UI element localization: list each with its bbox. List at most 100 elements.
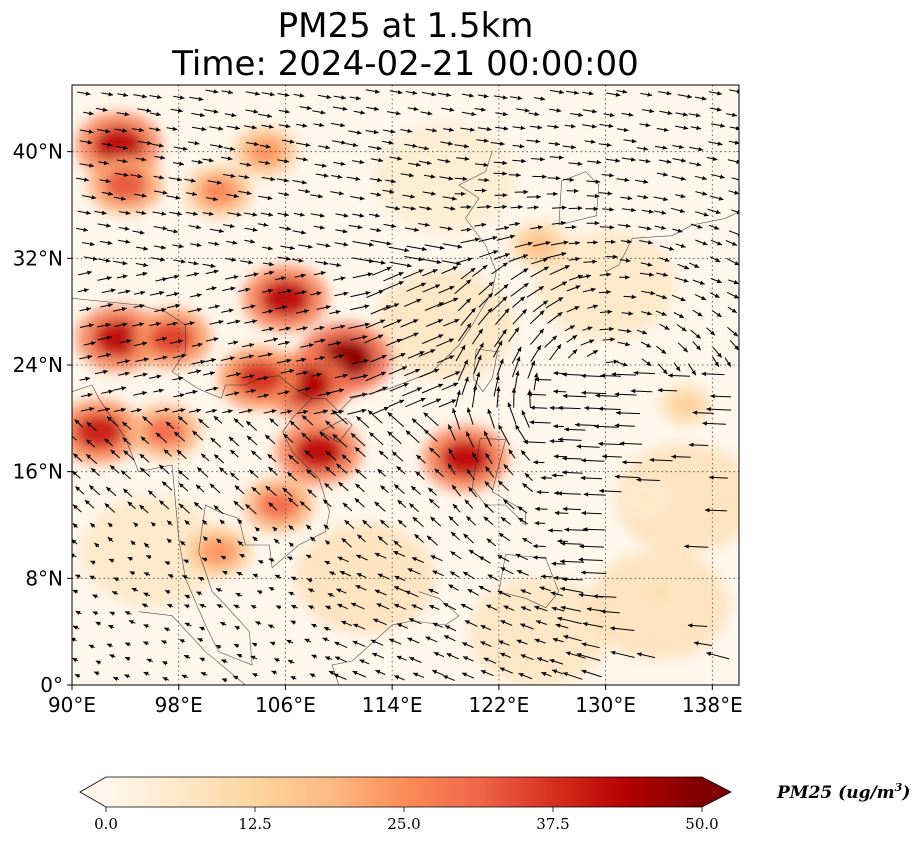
wind-arrow-head <box>247 408 253 413</box>
wind-arrow-head <box>271 409 277 414</box>
wind-arrow-head <box>123 450 129 456</box>
pm25-region-core <box>670 393 701 417</box>
wind-arrow-head <box>483 657 489 662</box>
wind-arrow-head <box>325 540 330 545</box>
wind-arrow-head <box>548 528 553 533</box>
wind-arrow-head <box>208 158 214 163</box>
wind-arrow-head <box>143 572 149 577</box>
wind-arrow-head <box>669 246 675 251</box>
wind-arrow-head <box>633 370 639 376</box>
wind-arrow-head <box>123 172 129 177</box>
wind-arrow-head <box>387 412 393 417</box>
wind-arrow-head <box>595 393 600 398</box>
wind-arrow-head <box>646 343 652 348</box>
pm25-region-core <box>199 177 239 206</box>
wind-arrow-head <box>304 450 310 455</box>
wind-arrow-head <box>299 93 305 98</box>
wind-arrow-head <box>435 284 441 289</box>
wind-arrow-head <box>72 658 78 663</box>
wind-arrow-head <box>432 622 438 627</box>
wind-arrow-head <box>167 520 172 526</box>
wind-arrow-head <box>558 405 563 411</box>
wind-arrow-head <box>398 281 404 286</box>
wind-arrow-head <box>182 146 188 151</box>
wind-arrow-head <box>325 243 331 248</box>
wind-arrow-head <box>236 572 242 576</box>
wind-arrow-head <box>481 188 487 193</box>
wind-arrow-head <box>534 605 540 610</box>
wind-arrow-head <box>520 654 526 659</box>
wind-arrow-head <box>540 157 545 162</box>
wind-arrow-head <box>593 594 598 599</box>
wind-arrow-head <box>596 159 602 165</box>
wind-arrow-head <box>192 389 198 395</box>
wind-arrow-head <box>499 358 504 364</box>
wind-arrow-head <box>303 409 308 415</box>
wind-arrow-head <box>412 517 418 522</box>
wind-arrow-head <box>353 623 359 628</box>
wind-arrow-head <box>530 405 535 410</box>
wind-arrow-head <box>342 502 348 508</box>
wind-arrow-head <box>550 591 556 596</box>
wind-arrow-head <box>593 240 598 245</box>
wind-arrow-head <box>576 444 582 449</box>
wind-arrow-head <box>73 453 79 459</box>
wind-arrow-head <box>214 454 219 459</box>
wind-arrow-head <box>319 122 324 128</box>
wind-arrow-head <box>448 448 453 454</box>
wind-arrow-head <box>213 196 218 202</box>
wind-arrow-head <box>276 605 281 610</box>
wind-arrow-head <box>575 256 580 262</box>
axis-ticks: 90°E 98°E 106°E 114°E 122°E 130°E 138°E 0° 8°N 16… <box>13 140 743 717</box>
colorbar-tick-label: 37.5 <box>536 815 569 833</box>
wind-arrow-head <box>194 272 199 277</box>
wind-arrow-head <box>339 571 345 576</box>
wind-arrow-head <box>487 574 493 579</box>
wind-arrow-head <box>591 124 597 129</box>
wind-arrow-head <box>108 191 113 196</box>
wind-arrow-head <box>448 176 454 181</box>
wind-arrow-head <box>128 620 134 625</box>
wind-arrow-head <box>500 620 506 625</box>
wind-arrow-head <box>323 627 329 632</box>
wind-arrow-head <box>552 335 557 341</box>
wind-arrow-head <box>322 637 328 642</box>
wind-arrow-head <box>537 125 542 130</box>
wind-arrow-head <box>412 418 417 424</box>
wind-arrow-head <box>394 586 400 591</box>
wind-arrow-head <box>602 454 607 459</box>
wind-arrow-head <box>180 408 186 413</box>
wind-arrow-head <box>325 305 331 310</box>
wind-arrow-head <box>609 225 615 230</box>
wind-arrow-head <box>551 606 557 611</box>
wind-arrow-head <box>590 139 596 144</box>
wind-arrow-head <box>233 193 239 199</box>
wind-arrow-head <box>464 376 469 382</box>
wind-arrow-head <box>351 433 356 438</box>
wind-arrow-head <box>476 372 481 377</box>
wind-arrow-head <box>716 278 722 284</box>
wind-arrow-head <box>716 107 722 112</box>
wind-arrow-head <box>631 207 636 213</box>
wind-arrow-head <box>228 90 233 95</box>
wind-arrow-head <box>162 190 168 195</box>
wind-arrow-head <box>389 189 395 194</box>
wind-arrow-head <box>251 450 257 456</box>
wind-arrow-head <box>143 671 149 676</box>
wind-arrow-head <box>542 174 547 179</box>
wind-arrow-head <box>719 174 725 179</box>
wind-arrow-head <box>523 189 529 195</box>
wind-arrow-head <box>252 536 258 542</box>
wind-arrow-head <box>270 176 276 182</box>
wind-arrow-head <box>615 92 621 97</box>
wind-arrow-head <box>529 420 535 425</box>
wind-arrow-head <box>142 372 148 377</box>
wind-arrow-head <box>486 204 492 209</box>
wind-arrow-head <box>267 195 273 201</box>
wind-arrow-head <box>460 604 466 608</box>
wind-arrow-head <box>141 193 147 198</box>
wind-arrow-head <box>555 176 561 181</box>
wind-arrow-head <box>562 506 568 512</box>
wind-arrow-head <box>429 605 435 610</box>
wind-arrow-head <box>200 672 206 677</box>
